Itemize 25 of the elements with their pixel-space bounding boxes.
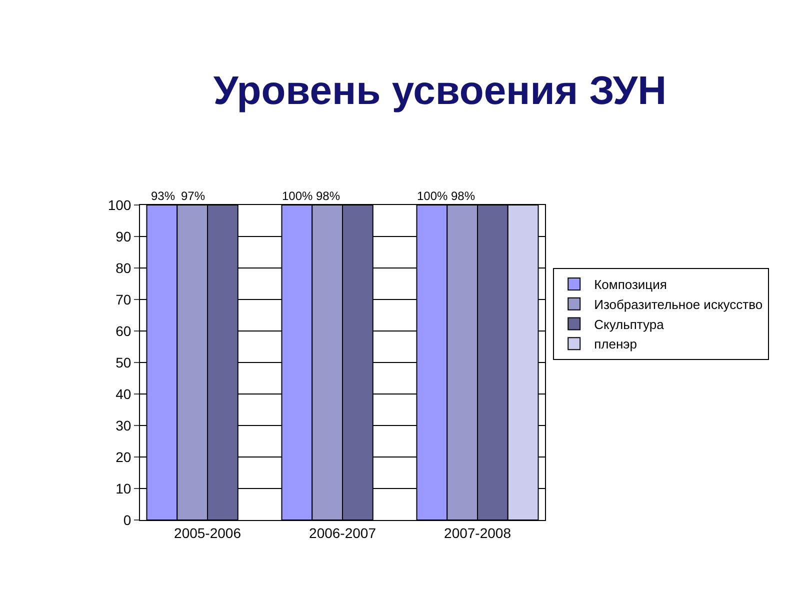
annotation: 93% (151, 189, 176, 203)
x-tick-label: 2007-2008 (444, 524, 512, 541)
chart-title: Уровень усвоения ЗУН (213, 69, 667, 113)
y-tick-label: 40 (116, 386, 132, 402)
y-tick-label: 10 (116, 480, 132, 496)
annotation: 98% (316, 189, 340, 203)
y-tick-label: 20 (116, 448, 132, 465)
y-tick-label: 30 (116, 417, 132, 434)
y-tick-label: 70 (116, 291, 132, 308)
x-tick-label: 2005-2006 (174, 524, 242, 541)
y-tick-label: 100 (108, 196, 132, 213)
y-tick-label: 90 (116, 228, 132, 244)
y-tick-label: 50 (116, 354, 132, 370)
y-tick-label: 0 (123, 512, 132, 528)
annotation: 97% (181, 189, 206, 203)
legend-label: Изобразительное искусство (594, 296, 763, 312)
annotation: 98% (451, 189, 476, 203)
legend-label: Скульптура (594, 316, 665, 332)
annotation: 100% (417, 189, 448, 203)
y-tick-label: 80 (116, 260, 132, 276)
y-tick-label: 60 (116, 322, 132, 339)
x-tick-label: 2006-2007 (309, 524, 376, 541)
legend-label: пленэр (594, 336, 638, 352)
legend-label: Композиция (594, 277, 667, 292)
annotation: 100% (282, 189, 314, 203)
